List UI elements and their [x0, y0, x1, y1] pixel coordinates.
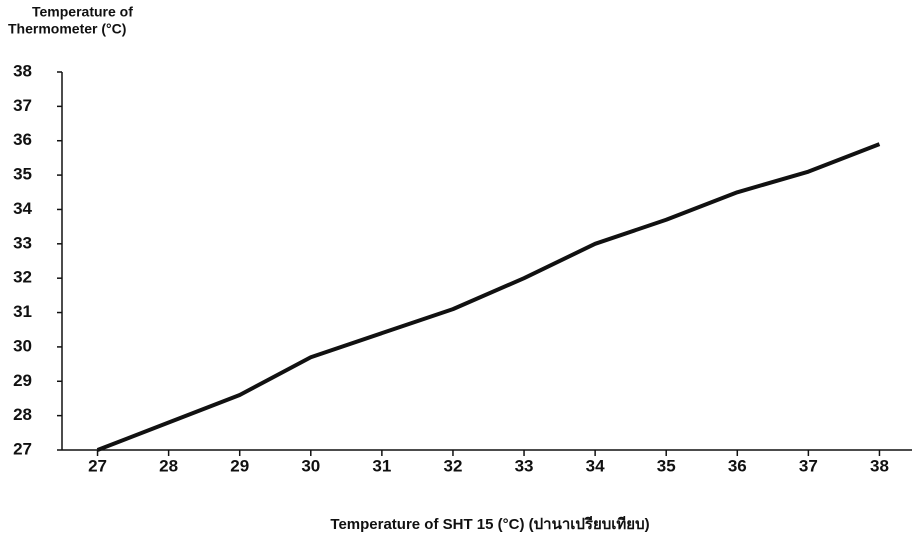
x-tick-label: 31 — [372, 456, 391, 475]
x-tick-label: 38 — [870, 456, 889, 475]
y-tick-label: 36 — [13, 130, 32, 149]
x-tick-label: 35 — [657, 456, 676, 475]
y-axis-title-line: Temperature of — [32, 4, 133, 20]
y-tick-label: 33 — [13, 233, 32, 252]
y-tick-label: 32 — [13, 268, 32, 287]
y-tick-label: 29 — [13, 371, 32, 390]
x-tick-label: 36 — [728, 456, 747, 475]
x-tick-label: 28 — [159, 456, 178, 475]
y-tick-label: 27 — [13, 439, 32, 458]
y-tick-label: 34 — [13, 199, 32, 218]
x-tick-label: 37 — [799, 456, 818, 475]
x-tick-label: 33 — [515, 456, 534, 475]
x-tick-label: 29 — [230, 456, 249, 475]
x-tick-label: 30 — [301, 456, 320, 475]
x-tick-label: 27 — [88, 456, 107, 475]
data-line — [96, 142, 881, 452]
y-tick-label: 38 — [13, 61, 32, 80]
y-tick-label: 28 — [13, 405, 32, 424]
y-axis-title-line: Thermometer (°C) — [8, 21, 126, 37]
x-tick-label: 34 — [586, 456, 605, 475]
y-tick-label: 35 — [13, 165, 32, 184]
y-tick-label: 37 — [13, 96, 32, 115]
x-tick-label: 32 — [443, 456, 462, 475]
y-tick-label: 30 — [13, 336, 32, 355]
y-tick-label: 31 — [13, 302, 32, 321]
x-axis-title: Temperature of SHT 15 (°C) (ปานาเปรียบเท… — [330, 516, 649, 533]
